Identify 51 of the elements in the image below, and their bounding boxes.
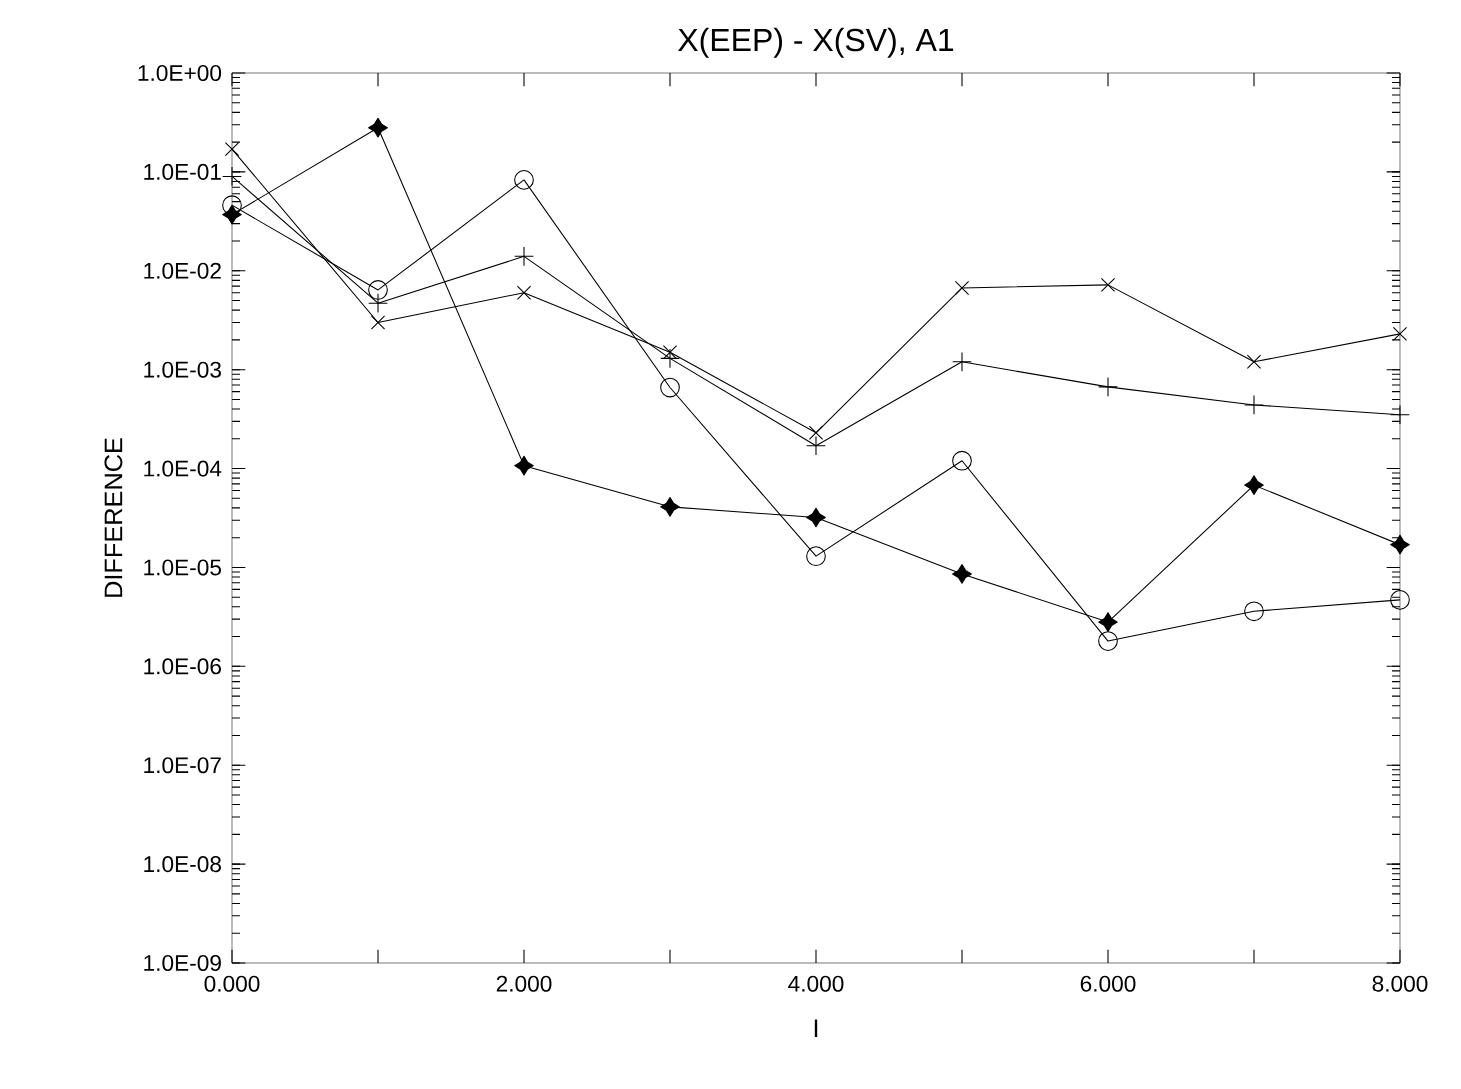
x-tick-label: 8.000 <box>1372 975 1428 992</box>
point <box>514 170 534 190</box>
y-tick-label: 1.0E-05 <box>144 559 221 576</box>
point <box>516 285 532 300</box>
point <box>660 377 680 398</box>
x-axis-title: I <box>814 1019 818 1038</box>
point <box>1392 326 1408 342</box>
point <box>1244 395 1264 415</box>
y-tick-label: 1.0E-07 <box>144 757 221 774</box>
point <box>224 141 240 157</box>
point <box>1244 601 1264 622</box>
point <box>1390 534 1410 555</box>
point <box>1098 612 1118 632</box>
point <box>368 293 388 314</box>
chart-title: X(EEP) - X(SV), A1 <box>678 27 954 58</box>
x-tick-label: 6.000 <box>1080 975 1136 992</box>
y-tick-label: 1.0E-06 <box>144 658 221 675</box>
point <box>1390 590 1410 610</box>
point <box>1098 376 1118 397</box>
point <box>370 315 386 330</box>
point <box>806 507 826 528</box>
y-tick-label: 1.0E-02 <box>144 262 221 279</box>
point <box>1390 404 1410 425</box>
y-tick-label: 1.0E-09 <box>144 954 221 972</box>
point <box>952 564 972 584</box>
y-tick-label: 1.0E-08 <box>144 856 221 873</box>
point <box>660 496 680 517</box>
point <box>952 450 972 471</box>
point <box>1244 475 1264 495</box>
y-tick-label: 1.0E-01 <box>144 163 221 180</box>
point <box>806 546 826 567</box>
point <box>660 348 680 369</box>
point <box>806 435 826 456</box>
point <box>514 455 534 476</box>
point <box>952 351 972 372</box>
point <box>808 425 824 440</box>
point <box>1098 631 1118 651</box>
point <box>1100 277 1116 293</box>
y-tick-label: 1.0E-03 <box>144 361 221 378</box>
x-tick-label: 0.000 <box>204 975 260 992</box>
point <box>368 117 388 138</box>
point <box>368 280 388 300</box>
y-axis-title: DIFFERENCE <box>104 438 123 597</box>
x-tick-label: 2.000 <box>496 975 552 992</box>
point <box>1246 354 1262 369</box>
y-tick-label: 1.0E-04 <box>144 460 222 477</box>
x-tick-label: 4.000 <box>788 975 844 992</box>
point <box>954 280 970 296</box>
point <box>514 246 534 267</box>
y-tick-label: 1.0E+00 <box>138 64 222 82</box>
point <box>222 204 242 225</box>
